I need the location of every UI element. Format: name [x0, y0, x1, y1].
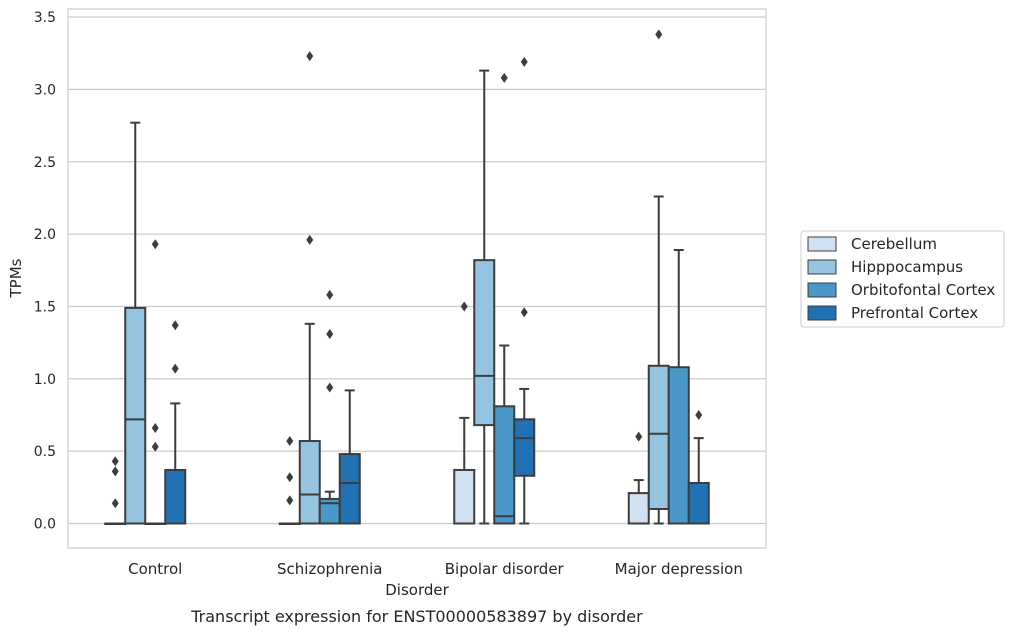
y-tick-label: 2.0	[34, 227, 56, 243]
legend: Cerebellum Hipppocampus Orbitofontal Corte…	[800, 230, 1005, 328]
y-tick-label: 0.5	[34, 444, 56, 460]
outlier-point	[111, 456, 119, 467]
box	[627, 492, 650, 525]
box	[493, 405, 516, 525]
y-tick-label: 1.5	[34, 299, 56, 315]
box-prefrontal-cortex	[687, 409, 710, 525]
y-tick-label: 2.5	[34, 155, 56, 171]
outlier-point	[500, 72, 508, 83]
y-axis-title: TPMs	[7, 258, 25, 298]
box-hipppocampus	[298, 51, 321, 525]
legend-frame	[800, 230, 1005, 328]
legend-label: Prefrontal Cortex	[851, 304, 978, 322]
outlier-point	[635, 431, 643, 442]
outlier-point	[111, 466, 119, 477]
figure-caption: Transcript expression for ENST0000058389…	[190, 607, 643, 626]
legend-swatch	[807, 282, 837, 298]
outlier-point	[151, 441, 159, 452]
legend-swatch	[807, 236, 837, 252]
box-orbitofontal-cortex	[144, 239, 167, 525]
outlier-point	[520, 56, 528, 67]
box	[513, 418, 536, 477]
outlier-point	[111, 498, 119, 509]
box	[687, 481, 710, 525]
y-tick-label: 3.0	[34, 82, 56, 98]
box-orbitofontal-cortex	[493, 72, 516, 525]
y-tick-labels: 0.0 0.5 1.0 1.5 2.0 2.5 3.0 3.5	[34, 10, 56, 532]
outlier-point	[171, 363, 179, 374]
box	[453, 468, 476, 525]
outlier-point	[286, 495, 294, 506]
x-tick-labels: Control Schizophrenia Bipolar disorder Majo…	[128, 560, 743, 578]
box	[338, 453, 361, 525]
x-tick-label: Control	[128, 560, 182, 578]
plot-frame	[67, 8, 767, 549]
box	[298, 440, 321, 525]
y-tick-label: 0.0	[34, 517, 56, 533]
box	[647, 364, 670, 511]
box-prefrontal-cortex	[338, 389, 361, 525]
outlier-point	[286, 436, 294, 447]
outlier-point	[151, 239, 159, 250]
legend-label: Hipppocampus	[851, 258, 963, 276]
box	[473, 259, 496, 427]
box	[164, 468, 187, 525]
outlier-point	[326, 382, 334, 393]
outlier-point	[286, 472, 294, 483]
box-cerebellum	[104, 456, 127, 525]
y-tick-label: 3.5	[34, 10, 56, 26]
box-prefrontal-cortex	[513, 56, 536, 525]
box-cerebellum	[627, 431, 650, 525]
outlier-point	[695, 409, 703, 420]
x-tick-label: Schizophrenia	[277, 560, 382, 578]
legend-swatch	[807, 305, 837, 321]
outlier-point	[326, 328, 334, 339]
box-hipppocampus	[124, 121, 147, 525]
outlier-point	[460, 301, 468, 312]
legend-label: Cerebellum	[851, 235, 937, 253]
x-axis-title: Disorder	[385, 581, 449, 599]
outlier-point	[306, 234, 314, 245]
box-orbitofontal-cortex	[318, 289, 341, 525]
box-prefrontal-cortex	[164, 320, 187, 525]
box-hipppocampus	[473, 69, 496, 525]
outlier-point	[326, 289, 334, 300]
box-orbitofontal-cortex	[667, 249, 690, 525]
outlier-point	[151, 422, 159, 433]
outlier-point	[520, 307, 528, 318]
box	[124, 306, 147, 525]
outlier-point	[655, 29, 663, 40]
outlier-point	[171, 320, 179, 331]
box	[667, 366, 690, 525]
x-tick-label: Bipolar disorder	[445, 560, 565, 578]
box-cerebellum	[278, 436, 301, 525]
box-cerebellum	[453, 301, 476, 525]
x-tick-label: Major depression	[615, 560, 743, 578]
legend-swatch	[807, 259, 837, 275]
legend-label: Orbitofontal Cortex	[851, 281, 995, 299]
outlier-point	[306, 51, 314, 62]
box-series	[104, 29, 710, 525]
y-tick-label: 1.0	[34, 372, 56, 388]
